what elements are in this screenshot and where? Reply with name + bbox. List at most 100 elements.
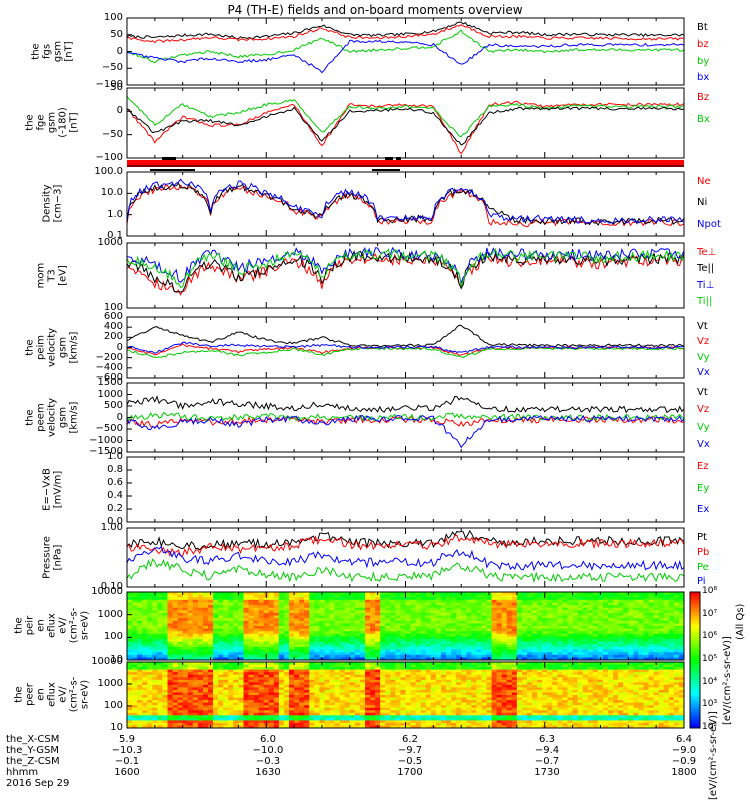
x-tick-label: −9.7: [397, 745, 423, 756]
x-axis-row-label: the_Y-GSM: [6, 745, 60, 756]
y-tick-label: 0.2: [107, 503, 123, 514]
y-axis-label: Density: [41, 184, 52, 223]
legend-entry: Bz: [697, 92, 710, 103]
colorbar-cell: [690, 664, 700, 667]
x-axis-row-label: the_Z-CSM: [6, 756, 60, 767]
colorbar-cell: [690, 692, 700, 695]
y-tick-label: −600: [95, 372, 123, 383]
colorbar-cell: [690, 598, 700, 601]
colorbar-cell: [690, 626, 700, 629]
series-line-Vy: [127, 411, 684, 422]
date-label: 2016 Sep 29: [6, 778, 70, 789]
colorbar-cell: [690, 676, 700, 679]
colorbar-cell: [690, 674, 700, 677]
series-line-by: [127, 29, 684, 64]
heatmap-cells: [127, 592, 684, 660]
y-tick-label: −500: [95, 423, 123, 434]
y-tick-label: −400: [95, 361, 123, 373]
colorbar-cell: [690, 632, 700, 635]
legend-entry: Vx: [697, 438, 710, 450]
y-tick-label: 1000: [97, 237, 123, 248]
colorbar-cell: [690, 718, 700, 721]
y-tick-label: 10: [110, 722, 123, 733]
y-tick-label: 10: [110, 654, 123, 665]
legend-entry: Pe: [697, 561, 709, 573]
colorbar-cell: [690, 712, 700, 715]
y-axis-label: the: [24, 408, 36, 426]
x-axis-row-label: hhmm: [6, 767, 39, 778]
y-tick-label: −100: [95, 152, 123, 163]
legend-entry: Vz: [697, 404, 710, 416]
y-axis-label: (-180): [57, 107, 69, 138]
legend-entry: Bx: [697, 114, 710, 125]
legend-entry: Ey: [697, 482, 710, 494]
colorbar-cell: [690, 672, 700, 675]
y-axis-label: gsm: [57, 406, 69, 428]
heatmap-cells: [127, 662, 684, 728]
series-line-Vt: [127, 324, 684, 348]
series-line-Pi: [127, 545, 684, 572]
series-line-Vt: [127, 395, 684, 414]
colorbar-cell: [690, 604, 700, 607]
legend-entry: Te⊥: [697, 247, 717, 258]
legend-entry: Npot: [697, 218, 721, 230]
x-tick-label: −0.1: [114, 756, 140, 767]
x-tick-label: 6.3: [539, 734, 555, 745]
x-tick-label: 1800: [671, 767, 697, 778]
legend-entry: Vy: [697, 421, 710, 433]
colorbar-cell: [690, 642, 700, 645]
legend-entry: Bt: [697, 22, 708, 33]
series-line-Vx: [127, 341, 684, 354]
colorbar-cell: [690, 708, 700, 711]
legend-entry: bz: [697, 38, 709, 50]
y-axis-label: the: [13, 686, 25, 703]
y-tick-label: 500: [103, 400, 123, 411]
y-tick-label: −100: [95, 79, 123, 90]
colorbar-cell: [690, 622, 700, 625]
y-tick-label: 1000: [97, 388, 123, 400]
figure-title: P4 (TH-E) fields and on-board moments ov…: [227, 3, 523, 17]
x-tick-label: 1700: [397, 767, 423, 778]
y-axis-label: peer: [24, 683, 36, 706]
x-tick-label: 6.2: [402, 734, 418, 745]
y-axis-label: (cm²-s-: [68, 607, 80, 644]
colorbar-cell: [690, 654, 700, 657]
y-tick-label: −1000: [89, 434, 123, 446]
y-axis-label: gsm: [46, 111, 58, 134]
series-line-Pt: [127, 529, 684, 551]
y-tick-label: 200: [103, 331, 123, 343]
colorbar-cell: [690, 610, 700, 613]
legend-entry: Ex: [697, 504, 710, 516]
legend-entry: by: [697, 55, 710, 67]
legend-entry: Vy: [697, 351, 710, 363]
x-tick-label: −10.0: [252, 745, 284, 756]
series-line-Ti||: [127, 248, 684, 288]
colorbar-cell: [690, 710, 700, 713]
x-tick-label: −9.4: [534, 745, 560, 756]
y-axis-label: eflux: [46, 682, 58, 707]
series-line-Pe: [127, 558, 684, 584]
y-tick-label: 400: [103, 321, 123, 333]
y-axis-label: sr-eV): [79, 610, 91, 641]
y-tick-label: 10.0: [100, 187, 123, 199]
y-tick-label: 100: [103, 631, 123, 643]
colorbar: [689, 591, 701, 729]
y-axis-label: [nT]: [68, 112, 80, 133]
x-tick-label: 1600: [114, 767, 140, 778]
colorbar-cell: [690, 602, 700, 605]
colorbar-cell: [690, 618, 700, 621]
colorbar-cell: [690, 600, 700, 603]
y-tick-label: 0.8: [107, 464, 123, 475]
legend-entry: bx: [697, 72, 710, 84]
colorbar-cell: [690, 686, 700, 689]
colorbar-cell: [690, 594, 700, 597]
colorbar-cell: [690, 630, 700, 633]
colorbar-cell: [690, 660, 700, 663]
colorbar-cell: [690, 696, 700, 699]
legend-entry: Pi: [697, 576, 706, 588]
y-axis-label: (cm²-s-: [68, 676, 80, 713]
colorbar-cell: [690, 716, 700, 719]
colorbar-unit: [eV/(cm²-s-sr-eV)]: [722, 636, 733, 725]
